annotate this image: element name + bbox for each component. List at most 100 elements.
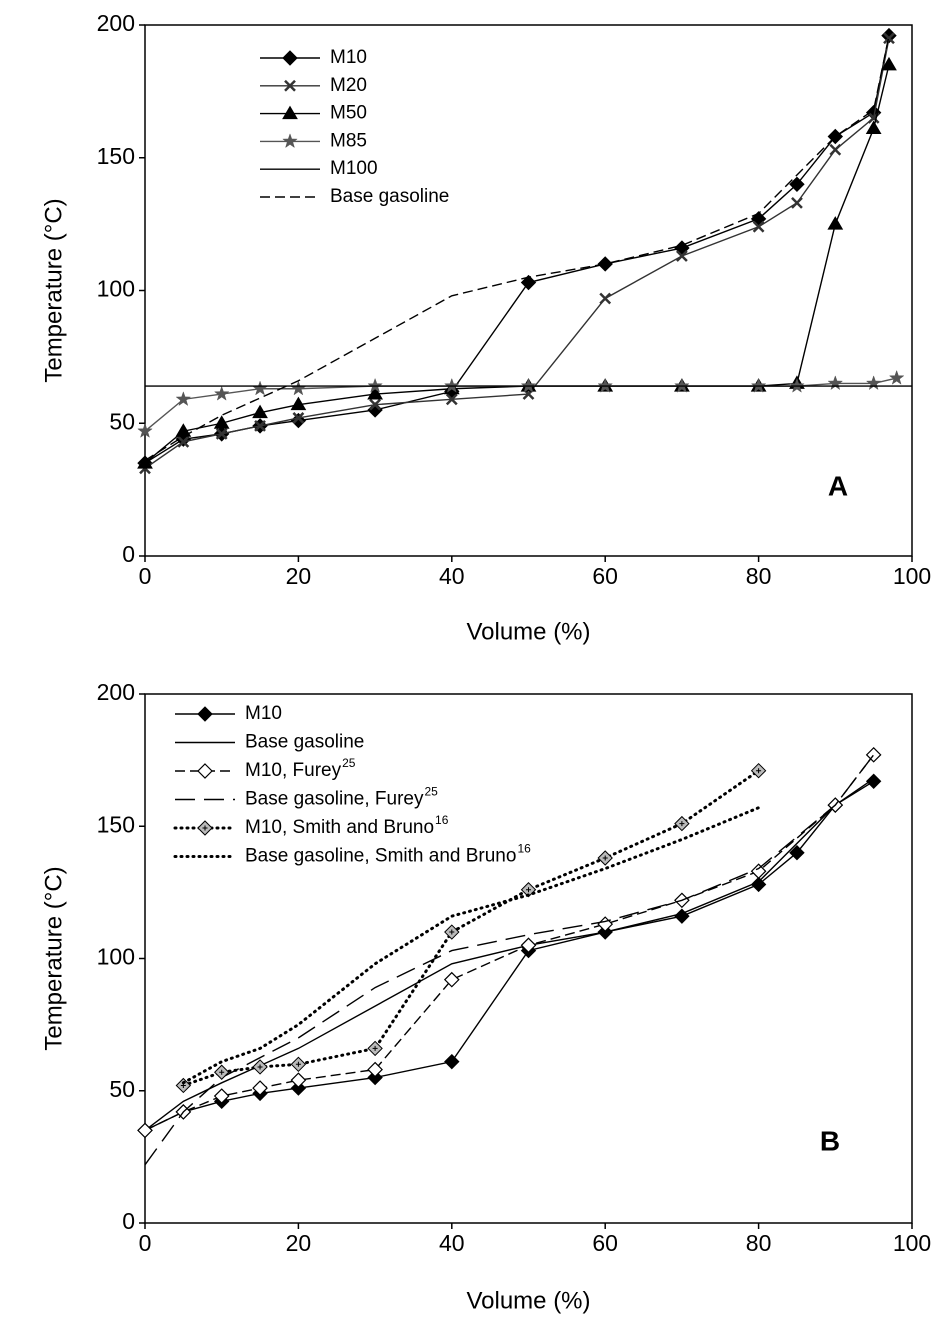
data-point <box>791 197 803 209</box>
data-point <box>367 1061 383 1078</box>
legend-marker <box>197 706 213 722</box>
legend-label: Base gasoline <box>245 732 364 753</box>
panel-label: B <box>820 1125 840 1156</box>
x-tick-label: 0 <box>139 1230 152 1256</box>
data-point <box>137 422 153 438</box>
data-point <box>827 216 844 230</box>
data-point <box>292 412 305 424</box>
x-tick-label: 100 <box>893 563 931 589</box>
data-point <box>367 377 383 393</box>
y-tick-label: 100 <box>97 276 135 302</box>
series-line <box>144 754 875 1132</box>
data-point <box>213 385 230 401</box>
data-point <box>175 1077 192 1094</box>
data-point <box>750 863 767 880</box>
x-axis-label: Volume (%) <box>466 1287 590 1314</box>
data-point <box>829 143 842 156</box>
legend-label: Base gasoline, Smith and Bruno <box>245 846 516 867</box>
x-tick-label: 100 <box>893 1230 931 1256</box>
x-tick-label: 40 <box>439 1230 465 1256</box>
y-tick-label: 50 <box>109 1076 135 1102</box>
x-tick-label: 40 <box>439 563 465 589</box>
data-point <box>789 176 805 193</box>
x-tick-label: 0 <box>139 563 152 589</box>
data-point <box>254 420 266 432</box>
x-tick-label: 20 <box>286 563 312 589</box>
data-point <box>597 377 614 393</box>
series-line <box>144 778 875 1131</box>
data-point <box>827 375 844 391</box>
legend-label: Base gasoline <box>330 186 449 207</box>
legend-label: M100 <box>330 158 378 179</box>
data-point <box>865 773 882 789</box>
x-tick-label: 80 <box>746 563 772 589</box>
data-point <box>290 1080 307 1096</box>
legend-superscript: 16 <box>517 842 531 856</box>
data-point <box>597 916 614 932</box>
data-point <box>888 369 905 385</box>
data-point <box>597 256 613 272</box>
data-point <box>674 815 690 832</box>
legend-superscript: 25 <box>425 785 439 799</box>
data-point <box>881 56 897 71</box>
data-point <box>252 1080 268 1096</box>
y-axis-label: Temperature (°C) <box>40 198 67 382</box>
data-point <box>367 386 383 400</box>
x-tick-label: 60 <box>592 563 618 589</box>
data-point <box>865 120 882 135</box>
legend-marker <box>284 79 296 92</box>
data-point <box>177 435 190 448</box>
data-point <box>676 250 688 262</box>
data-point <box>597 850 613 866</box>
y-tick-label: 200 <box>97 10 135 36</box>
data-point <box>520 377 537 393</box>
x-tick-label: 80 <box>746 1230 772 1256</box>
series-line <box>144 64 890 464</box>
y-tick-label: 150 <box>97 143 135 169</box>
y-tick-label: 0 <box>122 541 135 567</box>
data-point <box>865 746 882 763</box>
x-tick-label: 20 <box>286 1230 312 1256</box>
plot-frame <box>144 24 913 557</box>
x-tick-label: 60 <box>592 1230 618 1256</box>
series-line <box>181 769 761 1087</box>
data-point <box>367 1040 383 1057</box>
data-point <box>789 844 805 861</box>
data-point <box>883 32 895 45</box>
legend-marker <box>282 133 298 149</box>
y-tick-label: 0 <box>122 1208 135 1234</box>
legend-marker <box>282 105 298 120</box>
data-point <box>290 412 307 429</box>
data-point <box>369 398 381 411</box>
data-point <box>290 1072 307 1089</box>
data-point <box>290 396 307 411</box>
legend-label: M50 <box>330 103 367 124</box>
legend-label: M20 <box>330 75 367 96</box>
legend-marker <box>282 50 298 66</box>
legend-marker <box>197 820 213 836</box>
data-point <box>367 1069 383 1086</box>
data-point <box>252 404 268 419</box>
legend-superscript: 16 <box>435 813 449 827</box>
legend-label: M10, Smith and Bruno <box>245 817 434 838</box>
data-point <box>444 924 460 940</box>
series-line <box>144 780 875 1132</box>
data-point <box>443 377 460 393</box>
data-point <box>752 220 765 233</box>
data-point <box>750 876 767 893</box>
data-point <box>445 393 458 406</box>
legend-label: M85 <box>330 130 367 151</box>
data-point <box>290 1056 307 1073</box>
data-point <box>443 971 460 988</box>
series-line <box>144 754 875 1166</box>
legend-superscript: 25 <box>342 756 356 770</box>
data-point <box>444 1053 460 1070</box>
data-point <box>520 937 537 954</box>
legend-label: M10 <box>330 47 367 68</box>
data-point <box>213 1088 230 1104</box>
data-point <box>137 1122 153 1139</box>
y-tick-label: 200 <box>97 679 135 705</box>
data-point <box>137 455 153 469</box>
legend-label: Base gasoline, Furey <box>245 789 424 810</box>
